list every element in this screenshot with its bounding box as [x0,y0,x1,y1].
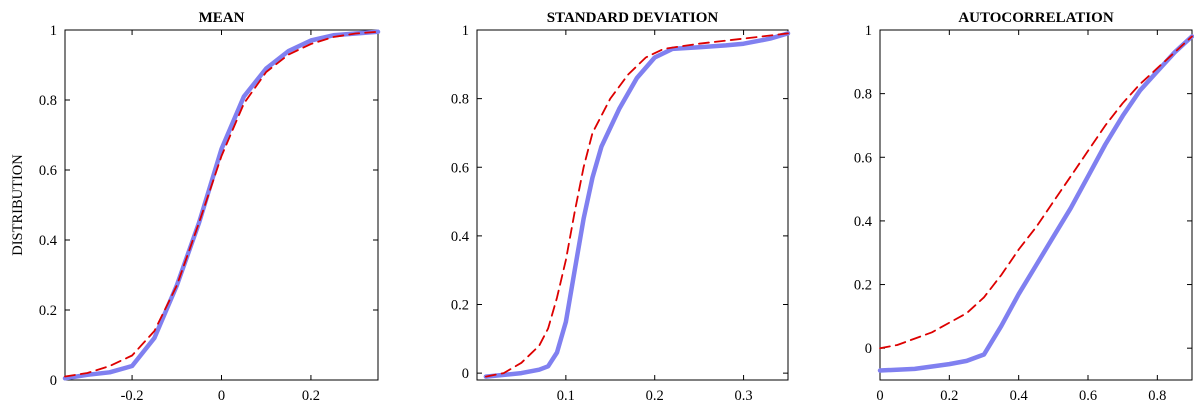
x-tick-label: 0.2 [646,388,664,404]
x-tick-label: 0.1 [557,388,575,404]
panel-mean: MEAN DISTRIBUTION -0.2 0 0.2 0 0.2 0.4 0.6 0.8 1 [10,10,381,404]
y-tick-label: 0.2 [451,298,469,314]
y-tick-label: 0.8 [39,93,57,109]
axis-ticks: 0 0.2 0.4 0.6 0.8 0 0.2 0.4 0.6 0.8 1 [854,23,1192,404]
panel-standard-deviation: STANDARD DEVIATION 0.1 0.2 0.300.20.40.60.… [451,10,791,404]
x-tick-label: 0.2 [940,388,958,404]
series-lines [62,29,381,381]
axis-ticks: -0.2 0 0.2 0 0.2 0.4 0.6 0.8 1 [39,23,378,404]
y-tick-label: 0.2 [39,303,57,319]
axis-ticks: 0.1 0.2 0.3 0 0.2 0.4 0.6 0.8 1 [451,23,788,404]
y-tick-label: 0.4 [854,214,873,230]
y-tick-label: 0.6 [39,163,57,179]
series-line-solid [483,31,791,379]
series-lines [483,31,791,379]
chart-title: AUTOCORRELATION [958,10,1113,26]
y-tick-label: 0.8 [854,87,872,103]
y-tick-label: 0.4 [39,233,58,249]
series-line-dashed [485,32,789,378]
series-line-dashed [879,35,1193,350]
series-line-solid [62,29,381,381]
x-tick-label: -0.2 [121,388,144,404]
y-tick-label: 0 [865,341,872,357]
x-tick-label: 0.2 [302,388,320,404]
y-tick-label: 1 [50,23,57,39]
y-tick-label: 0.4 [451,229,470,245]
series-line-solid [877,34,1194,373]
y-tick-label: 0 [462,366,469,382]
x-tick-label: 0.6 [1079,388,1097,404]
chart-title: STANDARD DEVIATION [547,10,719,26]
y-tick-label: 1 [462,23,469,39]
plot-frame [476,29,789,381]
x-tick-label: 0.3 [735,388,753,404]
y-tick-label: 0.6 [854,150,872,166]
panel-autocorrelation: AUTOCORRELATION 0 0.2 0.4 0.6 0.800.20.40.60… [854,10,1194,404]
x-tick-label: 0 [876,388,883,404]
y-tick-label: 0 [50,373,57,389]
y-axis-label: DISTRIBUTION [10,154,26,256]
y-tick-label: 1 [865,23,872,39]
plot-frame [879,29,1193,381]
y-tick-label: 0.6 [451,160,469,176]
plot-frame [64,29,379,381]
x-tick-label: 0 [218,388,225,404]
chart-title: MEAN [199,10,245,26]
y-tick-label: 0.2 [854,278,872,294]
series-lines [877,34,1194,373]
series-line-dashed [64,30,379,378]
x-tick-label: 0.4 [1010,388,1029,404]
y-tick-label: 0.8 [451,92,469,108]
x-tick-label: 0.8 [1148,388,1166,404]
